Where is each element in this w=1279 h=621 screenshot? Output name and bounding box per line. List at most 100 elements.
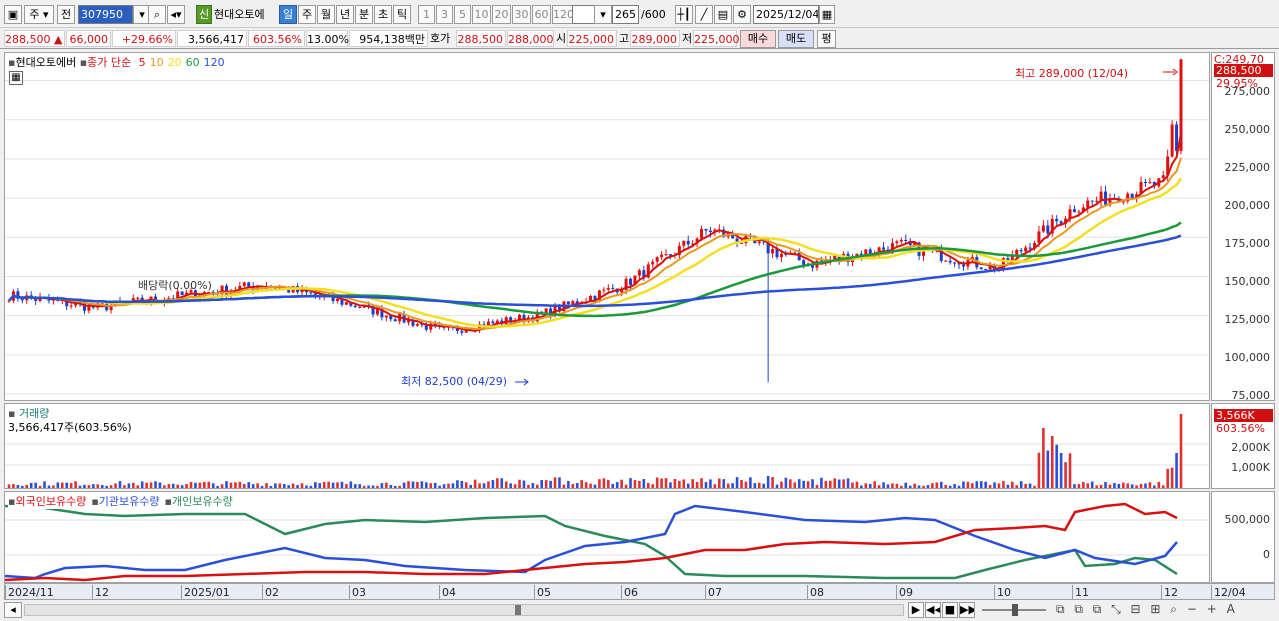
volume-bar: [225, 481, 228, 488]
candle-body: [797, 252, 801, 261]
candle-body: [380, 308, 384, 318]
candle-body: [597, 290, 601, 300]
gear-icon[interactable]: ⚙: [733, 5, 751, 24]
blank-dropdown-icon[interactable]: ▾: [594, 5, 612, 24]
candle-body: [575, 301, 579, 304]
hold-tick: 0: [1263, 548, 1270, 561]
line-tool-icon[interactable]: ╱: [695, 5, 713, 24]
forward-icon[interactable]: ▶▶: [959, 602, 975, 618]
candle-body: [1139, 181, 1143, 195]
period-button[interactable]: 월: [317, 5, 335, 24]
volume-bar: [624, 484, 628, 488]
period-button[interactable]: 초: [374, 5, 392, 24]
candle-body: [411, 319, 415, 326]
volume-box: 3,566K: [1214, 409, 1273, 422]
volume-bar: [447, 483, 450, 488]
period-button[interactable]: 년: [336, 5, 354, 24]
buy-button[interactable]: 매수: [740, 30, 776, 48]
volume-bar: [367, 485, 370, 488]
count-preset-button[interactable]: 5: [454, 5, 471, 24]
candle-body: [864, 249, 868, 258]
volume-bar: [389, 484, 393, 488]
volume-bar: [1019, 481, 1023, 488]
volume-bar: [242, 483, 246, 488]
period-button[interactable]: 주: [298, 5, 316, 24]
save-icon[interactable]: ▤: [714, 5, 732, 24]
volume-bar: [127, 483, 131, 488]
candle-body: [464, 329, 468, 333]
speaker-icon[interactable]: ◂▾: [167, 5, 185, 24]
scrollbar-thumb[interactable]: [515, 605, 521, 615]
volume-bar: [247, 482, 251, 488]
period-button[interactable]: 분: [355, 5, 373, 24]
x-tick: 12: [1161, 585, 1178, 600]
period-button[interactable]: 틱: [393, 5, 411, 24]
search-icon[interactable]: ⌕: [148, 5, 166, 24]
volume-bar: [669, 482, 672, 488]
amount: 954,138백만: [349, 30, 428, 47]
x-tick: 05: [534, 585, 551, 600]
candle-body: [225, 285, 229, 295]
volume: 3,566,417: [177, 30, 247, 47]
type-select[interactable]: 주 ▾: [24, 5, 54, 24]
zoom-slider-thumb[interactable]: [1012, 604, 1018, 616]
count-input[interactable]: 265: [612, 5, 639, 24]
volume-bar: [611, 483, 615, 488]
candle-body: [180, 291, 184, 296]
volume-bar: [518, 479, 521, 488]
tool-icons[interactable]: ⧉ ⧉ ⧉ ⤡ ⊟ ⊞ ⌕ − + A: [1056, 602, 1238, 616]
volume-bar: [522, 480, 526, 488]
candle-body: [1059, 221, 1063, 224]
candle-body: [242, 282, 246, 286]
play-icon[interactable]: ▶: [908, 602, 924, 618]
calc-icon[interactable]: ▦: [9, 71, 23, 85]
indicator-name: 종가 단순: [87, 56, 132, 69]
prev-button[interactable]: 전: [57, 5, 75, 24]
volume-bar: [327, 481, 330, 488]
count-preset-button[interactable]: 60: [532, 5, 551, 24]
candle-body: [677, 245, 681, 255]
stop-icon[interactable]: ■: [942, 602, 958, 618]
volume-pane[interactable]: ▪ 거래량 3,566,417주(603.56%): [4, 403, 1210, 489]
count-preset-button[interactable]: 30: [512, 5, 531, 24]
count-preset-button[interactable]: 20: [492, 5, 511, 24]
holding-pane[interactable]: ▪외국인보유수량 ▪기관보유수량 ▪개인보유수량: [4, 491, 1210, 583]
sell-button[interactable]: 매도: [778, 30, 814, 48]
volume-bar: [78, 485, 82, 488]
candle-icon[interactable]: ┼┃: [675, 5, 693, 24]
volume-bar: [460, 480, 464, 488]
volume-bar: [87, 485, 91, 488]
date-input[interactable]: 2025/12/04: [753, 5, 819, 24]
window-icon[interactable]: ▣: [4, 5, 22, 24]
period-button[interactable]: 일: [279, 5, 297, 24]
candle-body: [700, 228, 704, 239]
candle-body: [1077, 211, 1081, 213]
code-input[interactable]: 307950: [78, 5, 133, 24]
ma-line-20: [8, 177, 1183, 328]
scroll-left-icon[interactable]: ◂: [4, 602, 22, 618]
volume-bar: [602, 478, 606, 488]
volume-bar: [833, 478, 837, 488]
blank-select[interactable]: [572, 5, 596, 24]
eval-button[interactable]: 평: [817, 30, 836, 48]
price-pane[interactable]: ▪현대오토에버 ▪종가 단순 5 10 20 60 120 ▦ 최고 289,000 (…: [4, 52, 1210, 401]
scrollbar-track[interactable]: [24, 604, 904, 616]
candle-body: [593, 295, 597, 300]
candle-body: [837, 255, 841, 260]
count-preset-button[interactable]: 10: [472, 5, 491, 24]
count-preset-button[interactable]: 1: [418, 5, 435, 24]
candle-body: [1024, 247, 1028, 252]
volume-bar: [322, 481, 326, 488]
count-preset-button[interactable]: 3: [436, 5, 453, 24]
volume-bar: [815, 484, 819, 488]
bid-label: 호가: [430, 32, 451, 45]
calendar-icon[interactable]: ▦: [819, 5, 835, 24]
current-price-box: 288,500: [1214, 64, 1273, 77]
candle-body: [87, 304, 91, 311]
volume-bar: [842, 479, 845, 488]
volume-bar: [309, 485, 313, 488]
zoom-slider[interactable]: [982, 604, 1046, 616]
volume-bar: [500, 478, 504, 488]
candle-body: [944, 260, 948, 262]
rewind-icon[interactable]: ◀◀: [925, 602, 941, 618]
